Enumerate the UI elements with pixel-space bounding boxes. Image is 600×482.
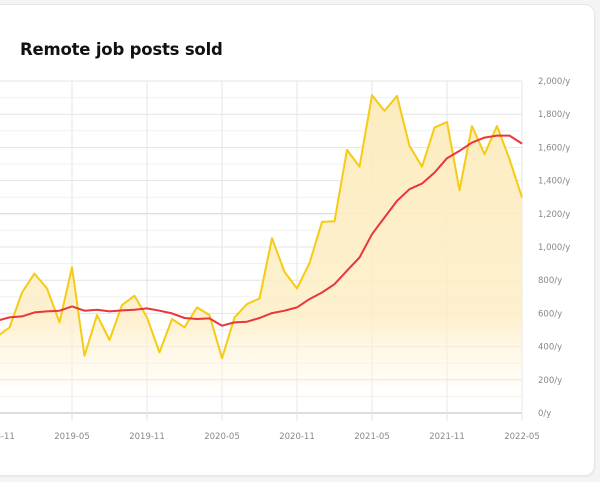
- x-tick-label: 2021-11: [429, 432, 465, 442]
- x-tick-label: 2022-05: [504, 432, 540, 442]
- y-tick-label: 1,200/y: [538, 210, 570, 220]
- series-area-monthly: [0, 95, 522, 413]
- y-tick-label: 2,000/y: [538, 77, 570, 87]
- y-tick-label: 1,000/y: [538, 243, 570, 253]
- y-tick-label: 800/y: [538, 276, 562, 286]
- series-line-monthly: [0, 94, 523, 360]
- series-line-trend: [0, 134, 523, 327]
- y-tick-label: 1,400/y: [538, 177, 570, 187]
- x-tick-label: 2020-05: [204, 432, 240, 442]
- y-tick-label: 600/y: [538, 309, 562, 319]
- y-tick-label: 1,800/y: [538, 110, 570, 120]
- y-tick-label: 1,600/y: [538, 143, 570, 153]
- y-tick-label: 200/y: [538, 376, 562, 386]
- x-tick-label: 2018-11: [0, 432, 15, 442]
- x-tick-label: 2020-11: [279, 432, 315, 442]
- x-tick-label: 2021-05: [354, 432, 390, 442]
- y-tick-label: 0/y: [538, 409, 551, 419]
- chart-title: Remote job posts sold: [20, 40, 223, 59]
- x-tick-label: 2019-05: [54, 432, 90, 442]
- y-tick-label: 400/y: [538, 343, 562, 353]
- x-tick-label: 2019-11: [129, 432, 165, 442]
